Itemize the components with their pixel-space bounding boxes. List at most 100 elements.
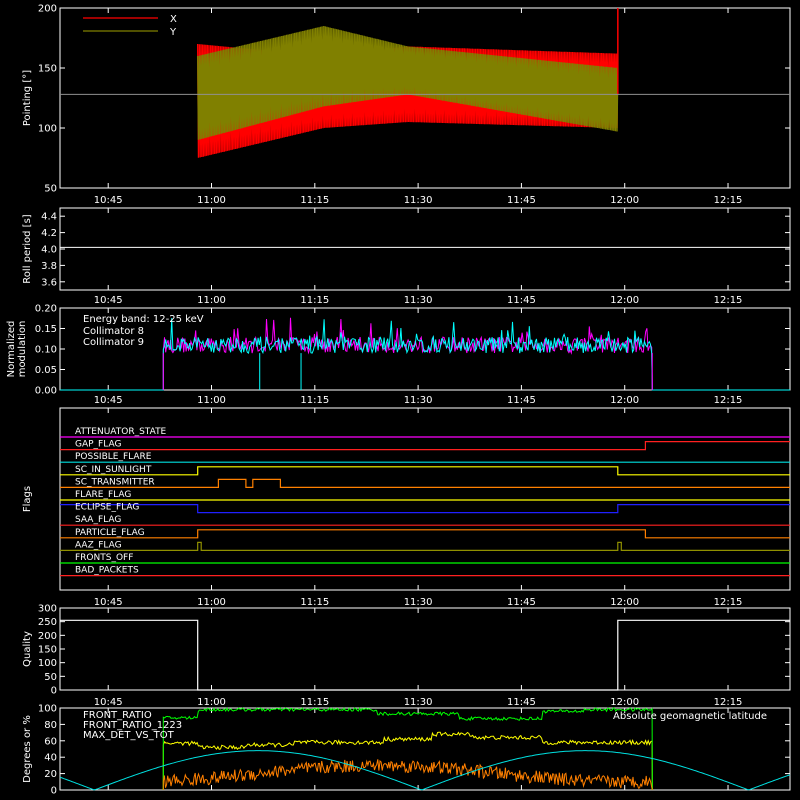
modulation-panel: 0.00 0.05 0.10 0.15 0.20 10:45 11:00 11:15 11:30…: [6, 304, 791, 406]
y-axis-label-line: Pointing [°]: [22, 70, 33, 126]
y-axis-label-line: Flags: [22, 486, 33, 512]
legend-label-front-ratio: FRONT_RATIO: [83, 710, 152, 721]
x-tick-label: 11:45: [507, 295, 536, 306]
legend-label-geomagnetic-latitude: Absolute geomagnetic latitude: [613, 711, 767, 722]
flag-label-aaz-flag: AAZ_FLAG: [75, 540, 122, 550]
x-tick-label: 12:15: [714, 195, 743, 206]
y-tick-label: 300: [38, 604, 57, 615]
flag-label-eclipse-flag: ECLIPSE_FLAG: [75, 503, 139, 513]
y-tick-label: 100: [38, 704, 57, 715]
y-axis-label: Flags: [22, 486, 33, 512]
y-tick-label: 40: [44, 753, 57, 764]
x-tick-label: 12:00: [610, 597, 639, 608]
series-collimator-8: [60, 318, 790, 391]
y-tick-label: 200: [38, 631, 57, 642]
y-tick-label: 100: [38, 124, 57, 135]
plot-frame: [59, 707, 791, 791]
x-tick-label: 10:45: [94, 395, 123, 406]
plot-frame: [59, 407, 791, 591]
x-tick-label: 11:15: [300, 597, 329, 608]
y-tick-label: 4.4: [41, 212, 57, 223]
y-tick-label: 100: [38, 658, 57, 669]
ratios-panel: 0 20 40 60 80 100 Degrees or % FRONT_RATIOFRONT…: [22, 704, 791, 797]
y-tick-label: 4.2: [41, 228, 57, 239]
plot-frame: [59, 7, 791, 189]
y-axis-label: Quality: [22, 631, 33, 667]
x-tick-label: 11:30: [404, 597, 433, 608]
y-tick-label: 0: [51, 686, 57, 697]
flag-line-gap-flag: [60, 441, 790, 451]
y-axis-label-line: Quality: [22, 631, 33, 667]
y-tick-label: 60: [44, 736, 57, 747]
y-tick-label: 0.20: [35, 304, 57, 315]
flags-panel: 10:45 11:00 11:15 11:30 11:45 12:00 12:15 Flags…: [22, 407, 791, 608]
y-tick-label: 80: [44, 720, 57, 731]
y-axis-label: Pointing [°]: [22, 70, 33, 126]
x-tick-label: 11:00: [197, 195, 226, 206]
x-tick-label: 12:15: [714, 597, 743, 608]
y-tick-label: 50: [44, 672, 57, 683]
y-tick-label: 3.6: [41, 277, 57, 288]
y-tick-label: 250: [38, 617, 57, 628]
x-tick-label: 11:15: [300, 395, 329, 406]
legend-label-y: Y: [169, 27, 177, 38]
y-tick-label: 200: [38, 4, 57, 15]
x-tick-label: 11:00: [197, 697, 226, 708]
legend-label-collimator-8: Collimator 8: [83, 326, 144, 337]
y-axis-label-line: Normalized: [6, 321, 17, 378]
y-tick-label: 4.0: [41, 245, 57, 256]
series-front-ratio-1223: [162, 707, 653, 791]
flag-label-flare-flag: FLARE_FLAG: [75, 490, 131, 500]
quality-line: [60, 619, 790, 691]
x-tick-label: 11:45: [507, 597, 536, 608]
x-tick-label: 11:15: [300, 697, 329, 708]
energy-band-annotation: Energy band: 12-25 keV: [83, 314, 204, 325]
y-tick-label: 20: [44, 769, 57, 780]
x-tick-label: 12:15: [714, 395, 743, 406]
y-axis-label-line: modulation: [17, 321, 28, 378]
flag-label-saa-flag: SAA_FLAG: [75, 515, 121, 525]
x-tick-label: 10:45: [94, 597, 123, 608]
x-tick-label: 12:00: [610, 395, 639, 406]
x-tick-label: 11:15: [300, 195, 329, 206]
series-absolute-geomagnetic-latitude: [59, 750, 791, 791]
roll-period-panel: 3.6 3.8 4.0 4.2 4.4 10:45 11:00 11:15 11:30 11:45…: [22, 207, 791, 306]
flag-line-sc-transmitter: [60, 478, 790, 488]
y-tick-label: 0.10: [35, 345, 57, 356]
x-tick-label: 11:30: [404, 295, 433, 306]
y-tick-label: 150: [38, 64, 57, 75]
x-tick-label: 11:00: [197, 295, 226, 306]
plot-frame: [59, 207, 791, 291]
legend-label-x: X: [170, 14, 177, 25]
flag-line-aaz-flag: [60, 541, 790, 551]
flag-line-sc-in-sunlight: [60, 466, 790, 476]
y-tick-label: 150: [38, 645, 57, 656]
x-tick-label: 12:15: [714, 697, 743, 708]
flag-label-gap-flag: GAP_FLAG: [75, 440, 121, 450]
x-tick-label: 11:00: [197, 395, 226, 406]
x-tick-label: 10:45: [94, 295, 123, 306]
x-tick-label: 10:45: [94, 697, 123, 708]
flag-label-sc-transmitter: SC_TRANSMITTER: [75, 477, 155, 487]
y-axis-label: Roll period [s]: [22, 214, 33, 283]
flag-label-sc-in-sunlight: SC_IN_SUNLIGHT: [75, 465, 152, 475]
quality-panel: 0 50 100 150 200 250 300 10:45 11:00 11:15 11:30 11…: [22, 604, 791, 708]
x-tick-label: 12:00: [610, 295, 639, 306]
x-tick-label: 11:45: [507, 697, 536, 708]
y-axis-label-line: Roll period [s]: [22, 214, 33, 283]
x-tick-label: 11:30: [404, 697, 433, 708]
x-tick-label: 11:00: [197, 597, 226, 608]
legend-label-collimator-9: Collimator 9: [83, 337, 144, 348]
y-axis-label: Normalizedmodulation: [6, 321, 28, 378]
y-tick-label: 0.00: [35, 386, 57, 397]
x-tick-label: 11:30: [404, 395, 433, 406]
series-front-ratio: [162, 731, 653, 791]
flag-line-particle-flag: [60, 529, 790, 539]
legend-label-max-det-vs-tot: MAX_DET_VS_TOT: [83, 730, 175, 741]
x-tick-label: 11:45: [507, 395, 536, 406]
x-tick-label: 12:00: [610, 697, 639, 708]
legend-label-front-ratio-1223: FRONT_RATIO_1223: [83, 720, 182, 731]
y-tick-label: 0: [51, 786, 57, 797]
